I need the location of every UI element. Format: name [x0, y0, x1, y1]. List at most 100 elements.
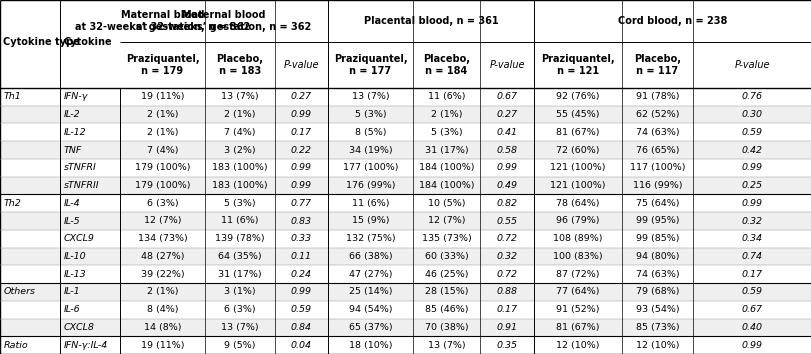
Text: 79 (68%): 79 (68%) [635, 287, 679, 296]
Text: 85 (73%): 85 (73%) [635, 323, 679, 332]
Bar [0, 336, 811, 354]
Text: 75 (64%): 75 (64%) [635, 199, 679, 208]
Text: Th1: Th1 [4, 92, 22, 101]
Text: 0.27: 0.27 [290, 92, 311, 101]
Text: 184 (100%): 184 (100%) [418, 163, 474, 172]
Bar [0, 124, 811, 141]
Text: 0.83: 0.83 [290, 217, 311, 225]
Text: 135 (73%): 135 (73%) [421, 234, 471, 243]
Text: 31 (17%): 31 (17%) [424, 145, 468, 155]
Text: 0.24: 0.24 [290, 270, 311, 279]
Text: 0.88: 0.88 [496, 287, 517, 296]
Text: 6 (3%): 6 (3%) [224, 305, 255, 314]
Text: 0.82: 0.82 [496, 199, 517, 208]
Text: 2 (1%): 2 (1%) [147, 287, 178, 296]
Text: 100 (83%): 100 (83%) [552, 252, 602, 261]
Text: CXCL8: CXCL8 [64, 323, 95, 332]
Text: 0.72: 0.72 [496, 234, 517, 243]
Text: IL-5: IL-5 [64, 217, 80, 225]
Text: Placebo,
n = 117: Placebo, n = 117 [633, 54, 680, 76]
Text: 12 (10%): 12 (10%) [556, 341, 599, 350]
Text: 0.58: 0.58 [496, 145, 517, 155]
Bar [0, 301, 811, 319]
Text: 179 (100%): 179 (100%) [135, 181, 190, 190]
Text: 139 (78%): 139 (78%) [215, 234, 264, 243]
Text: 13 (7%): 13 (7%) [221, 323, 259, 332]
Text: 19 (11%): 19 (11%) [140, 341, 184, 350]
Text: 0.33: 0.33 [290, 234, 311, 243]
Text: 10 (5%): 10 (5%) [427, 199, 465, 208]
Text: 0.27: 0.27 [496, 110, 517, 119]
Bar [0, 230, 811, 247]
Text: 87 (72%): 87 (72%) [556, 270, 599, 279]
Text: 0.35: 0.35 [496, 341, 517, 350]
Text: 13 (7%): 13 (7%) [351, 92, 388, 101]
Text: 5 (3%): 5 (3%) [430, 128, 461, 137]
Text: 0.25: 0.25 [741, 181, 762, 190]
Text: 0.74: 0.74 [741, 252, 762, 261]
Text: 14 (8%): 14 (8%) [144, 323, 181, 332]
Text: 0.04: 0.04 [290, 341, 311, 350]
Text: IFN-γ: IFN-γ [64, 92, 88, 101]
Text: 81 (67%): 81 (67%) [556, 128, 599, 137]
Text: 0.41: 0.41 [496, 128, 517, 137]
Text: sTNFRI: sTNFRI [64, 163, 97, 172]
Text: 85 (46%): 85 (46%) [424, 305, 468, 314]
Text: Maternal blood
at 32-weeks’ gestation, n = 362: Maternal blood at 32-weeks’ gestation, n… [75, 10, 250, 32]
Text: Praziquantel,
n = 179: Praziquantel, n = 179 [126, 54, 199, 76]
Text: 46 (25%): 46 (25%) [424, 270, 468, 279]
Text: 39 (22%): 39 (22%) [140, 270, 184, 279]
Text: Praziquantel,
n = 121: Praziquantel, n = 121 [540, 54, 614, 76]
Text: 78 (64%): 78 (64%) [556, 199, 599, 208]
Text: 34 (19%): 34 (19%) [348, 145, 392, 155]
Text: IL-13: IL-13 [64, 270, 87, 279]
Text: 0.17: 0.17 [496, 305, 517, 314]
Bar [0, 0, 811, 88]
Text: 25 (14%): 25 (14%) [348, 287, 392, 296]
Text: 6 (3%): 6 (3%) [147, 199, 178, 208]
Text: CXCL9: CXCL9 [64, 234, 95, 243]
Text: 0.59: 0.59 [290, 305, 311, 314]
Text: Ratio: Ratio [4, 341, 28, 350]
Text: 177 (100%): 177 (100%) [342, 163, 397, 172]
Text: 0.99: 0.99 [290, 110, 311, 119]
Bar [0, 212, 811, 230]
Text: 12 (7%): 12 (7%) [144, 217, 181, 225]
Bar [0, 319, 811, 336]
Text: 134 (73%): 134 (73%) [137, 234, 187, 243]
Bar [0, 177, 811, 194]
Text: 31 (17%): 31 (17%) [218, 270, 261, 279]
Text: 121 (100%): 121 (100%) [550, 181, 605, 190]
Text: 12 (7%): 12 (7%) [427, 217, 465, 225]
Text: 3 (2%): 3 (2%) [224, 145, 255, 155]
Text: 94 (80%): 94 (80%) [635, 252, 679, 261]
Text: Cytokine: Cytokine [63, 37, 111, 47]
Text: 116 (99%): 116 (99%) [632, 181, 681, 190]
Text: Th2: Th2 [4, 199, 22, 208]
Text: 0.59: 0.59 [741, 287, 762, 296]
Text: 0.34: 0.34 [741, 234, 762, 243]
Text: 18 (10%): 18 (10%) [348, 341, 392, 350]
Text: 62 (52%): 62 (52%) [635, 110, 679, 119]
Text: 0.32: 0.32 [496, 252, 517, 261]
Text: 99 (85%): 99 (85%) [635, 234, 679, 243]
Text: 15 (9%): 15 (9%) [351, 217, 388, 225]
Text: 96 (79%): 96 (79%) [556, 217, 599, 225]
Text: 28 (15%): 28 (15%) [424, 287, 468, 296]
Text: 121 (100%): 121 (100%) [550, 163, 605, 172]
Text: 0.67: 0.67 [496, 92, 517, 101]
Text: Placental blood, n = 361: Placental blood, n = 361 [363, 16, 498, 26]
Text: 91 (52%): 91 (52%) [556, 305, 599, 314]
Text: 2 (1%): 2 (1%) [147, 110, 178, 119]
Text: 8 (5%): 8 (5%) [354, 128, 386, 137]
Text: 0.30: 0.30 [741, 110, 762, 119]
Text: 19 (11%): 19 (11%) [140, 92, 184, 101]
Text: 0.40: 0.40 [741, 323, 762, 332]
Text: P-value: P-value [734, 60, 770, 70]
Text: 0.99: 0.99 [741, 163, 762, 172]
Text: TNF: TNF [64, 145, 82, 155]
Text: 0.11: 0.11 [290, 252, 311, 261]
Text: 77 (64%): 77 (64%) [556, 287, 599, 296]
Text: 0.32: 0.32 [741, 217, 762, 225]
Bar [0, 266, 811, 283]
